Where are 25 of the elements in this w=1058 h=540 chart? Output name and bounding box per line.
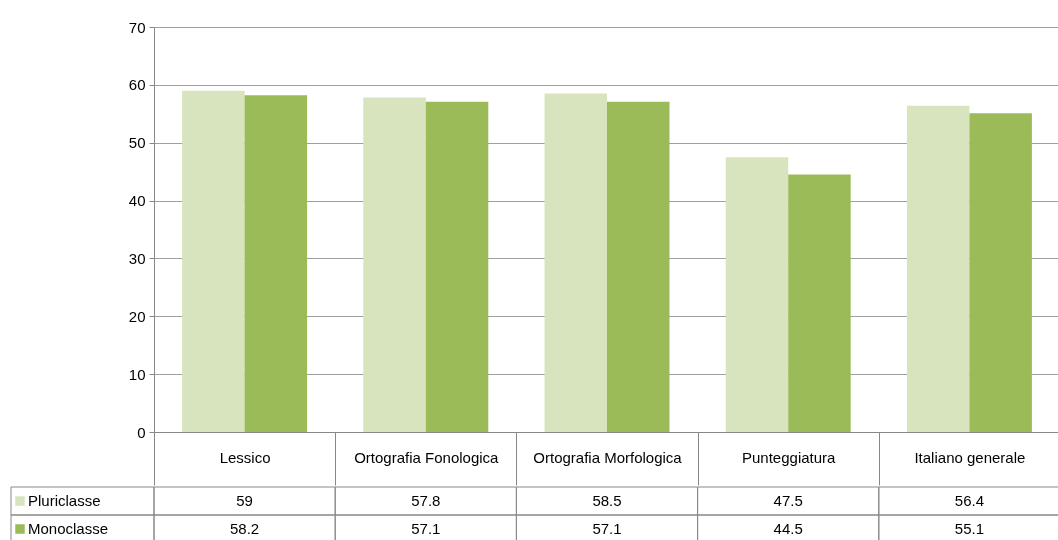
data-label: 59 — [236, 492, 253, 509]
data-label: 57.1 — [592, 520, 622, 537]
y-tick-label: 30 — [128, 249, 146, 267]
y-tick-label: 0 — [137, 423, 146, 441]
data-label: 56.4 — [954, 492, 984, 509]
x-tick-label: Ortografia Fonologica — [354, 448, 500, 466]
data-label: 58.2 — [230, 520, 260, 537]
data-label: 44.5 — [773, 520, 803, 537]
x-tick-label: Punteggiatura — [742, 448, 837, 466]
legend-label: Monoclasse — [28, 520, 109, 537]
x-tick-label: Ortografia Morfologica — [533, 448, 683, 466]
legend-label: Pluriclasse — [28, 492, 101, 509]
y-tick-label: 50 — [128, 134, 146, 152]
y-tick-label: 40 — [128, 192, 146, 210]
data-label: 58.5 — [592, 492, 622, 509]
data-label: 57.8 — [411, 492, 441, 509]
y-tick-label: 20 — [128, 307, 146, 325]
y-tick-label: 10 — [128, 365, 146, 383]
data-label: 57.1 — [411, 520, 441, 537]
x-tick-label: Italiano generale — [914, 448, 1026, 466]
y-tick-label: 70 — [128, 18, 146, 36]
y-tick-label: 60 — [128, 76, 146, 94]
data-label: 55.1 — [954, 520, 984, 537]
data-label: 47.5 — [773, 492, 803, 509]
x-tick-label: Lessico — [219, 448, 271, 466]
